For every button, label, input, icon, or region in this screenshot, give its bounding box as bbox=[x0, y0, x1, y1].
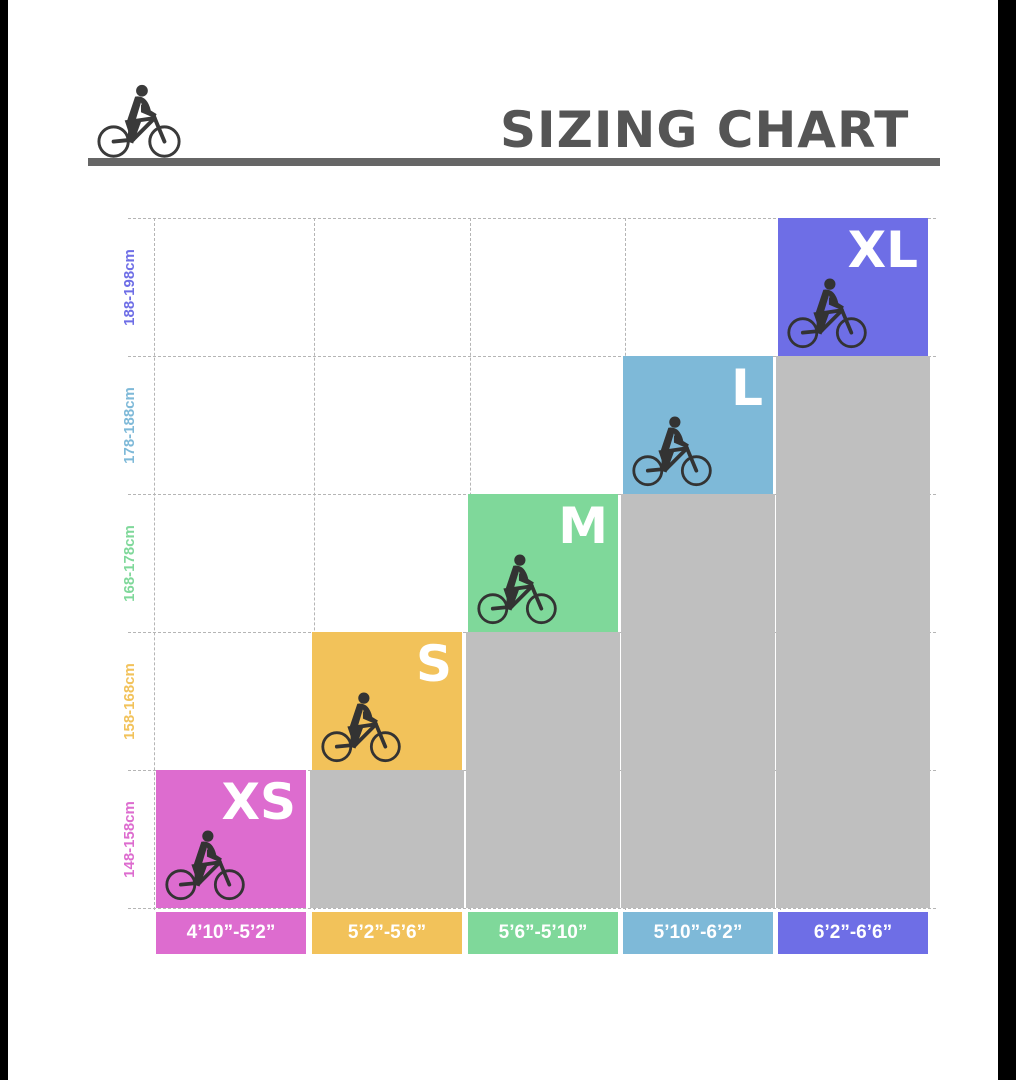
height-cm-label: 178-188cm bbox=[94, 356, 164, 494]
sizing-chart-page: SIZING CHART XS 148-158cm 4’10”-5’2” S 158-1… bbox=[8, 0, 998, 1080]
grid-line-vertical bbox=[314, 218, 315, 910]
height-cm-label: 188-198cm bbox=[94, 218, 164, 356]
cyclist-icon bbox=[96, 82, 184, 162]
height-cm-label: 168-178cm bbox=[94, 494, 164, 632]
grid-line-horizontal bbox=[128, 218, 936, 219]
height-cm-label: 158-168cm bbox=[94, 632, 164, 770]
height-ft-label: 4’10”-5’2” bbox=[156, 912, 306, 954]
size-label: L bbox=[731, 359, 763, 417]
size-tile-xl: XL bbox=[778, 218, 928, 356]
filler-block bbox=[776, 356, 930, 908]
height-cm-text: 148-158cm bbox=[120, 800, 138, 878]
size-label: XS bbox=[221, 773, 296, 831]
title-divider bbox=[88, 158, 940, 166]
grid-line-horizontal bbox=[128, 908, 936, 909]
cyclist-icon bbox=[320, 690, 404, 766]
cyclist-icon bbox=[631, 414, 715, 490]
page-title: SIZING CHART bbox=[500, 101, 910, 159]
size-label: M bbox=[558, 497, 608, 555]
size-tile-xs: XS bbox=[156, 770, 306, 908]
size-tile-l: L bbox=[623, 356, 773, 494]
size-tile-m: M bbox=[468, 494, 618, 632]
size-tile-s: S bbox=[312, 632, 462, 770]
height-ft-label: 5’10”-6’2” bbox=[623, 912, 773, 954]
filler-block bbox=[621, 494, 775, 908]
height-ft-label: 5’6”-5’10” bbox=[468, 912, 618, 954]
size-label: S bbox=[415, 635, 452, 693]
height-cm-label: 148-158cm bbox=[94, 770, 164, 908]
size-label: XL bbox=[847, 221, 918, 279]
filler-block bbox=[466, 632, 620, 908]
height-ft-label: 6’2”-6’6” bbox=[778, 912, 928, 954]
height-cm-text: 168-178cm bbox=[120, 524, 138, 602]
cyclist-icon bbox=[476, 552, 560, 628]
filler-block bbox=[310, 770, 464, 908]
grid-line-horizontal bbox=[128, 356, 936, 357]
grid-line-vertical bbox=[154, 218, 155, 910]
height-cm-text: 158-168cm bbox=[120, 662, 138, 740]
cyclist-icon bbox=[786, 276, 870, 352]
height-ft-label: 5’2”-5’6” bbox=[312, 912, 462, 954]
height-cm-text: 178-188cm bbox=[120, 386, 138, 464]
cyclist-icon bbox=[164, 828, 248, 904]
height-cm-text: 188-198cm bbox=[120, 248, 138, 326]
